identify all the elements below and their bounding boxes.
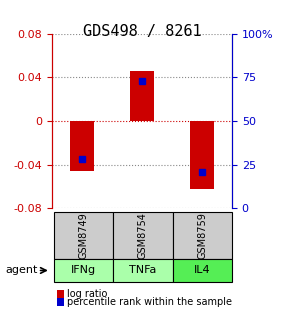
Text: agent: agent	[6, 265, 38, 276]
Text: TNFa: TNFa	[129, 265, 157, 276]
Bar	[130, 71, 154, 121]
Text: IL4: IL4	[194, 265, 211, 276]
Text: percentile rank within the sample: percentile rank within the sample	[67, 297, 232, 307]
Bar	[70, 121, 94, 171]
Text: GDS498 / 8261: GDS498 / 8261	[83, 24, 202, 39]
Text: GSM8754: GSM8754	[138, 212, 148, 259]
Text: GSM8759: GSM8759	[197, 212, 207, 259]
Text: log ratio: log ratio	[67, 289, 107, 299]
Text: IFNg: IFNg	[71, 265, 96, 276]
Bar	[190, 121, 214, 189]
Text: GSM8749: GSM8749	[78, 212, 88, 259]
